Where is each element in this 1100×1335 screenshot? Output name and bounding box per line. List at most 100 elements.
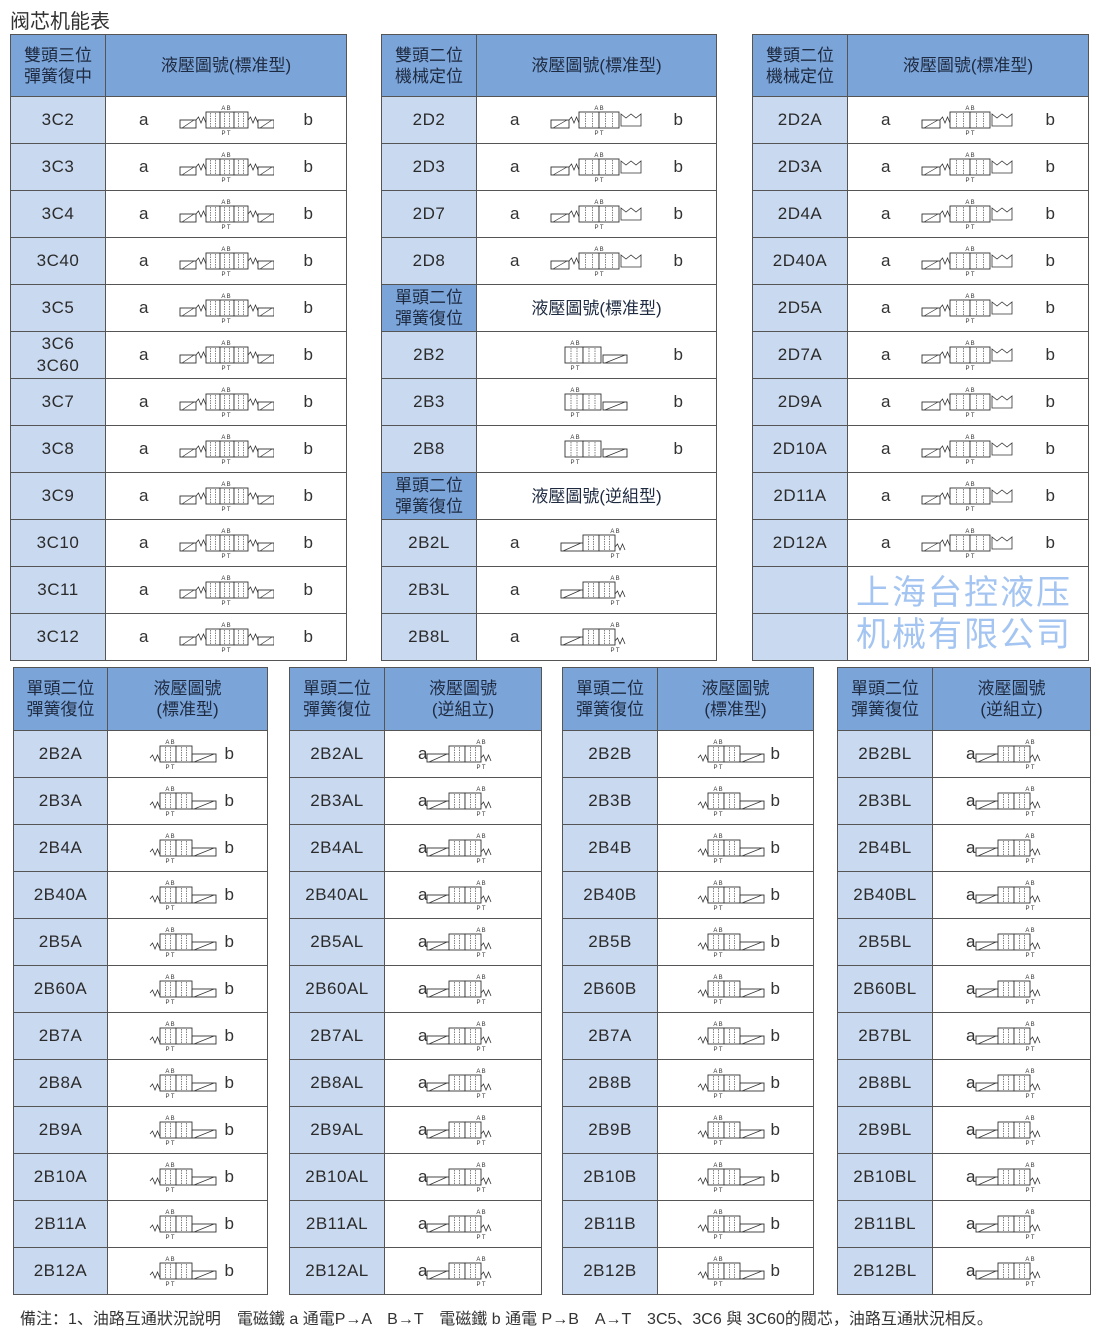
hydraulic-symbol: A B P T xyxy=(697,881,764,912)
valve-code: 2B12BL xyxy=(837,1247,933,1295)
table-row: 2B11A A B P T b xyxy=(13,1200,268,1248)
svg-text:P T: P T xyxy=(713,859,722,865)
valve-code: 2B9BL xyxy=(837,1106,933,1154)
svg-text:A B: A B xyxy=(221,388,230,394)
valve-code: 3C10 xyxy=(10,519,106,567)
label-b: b xyxy=(224,932,234,951)
svg-text:P T: P T xyxy=(221,366,230,372)
label-b: b xyxy=(770,1214,780,1233)
svg-text:P T: P T xyxy=(221,131,230,137)
hydraulic-symbol: A B P T xyxy=(975,881,1040,912)
valve-code: 2B10B xyxy=(562,1153,658,1201)
label-a: a xyxy=(418,1026,428,1045)
label-a: a xyxy=(139,580,149,599)
symbol-cell: a A B P T b xyxy=(847,284,1089,332)
svg-text:P T: P T xyxy=(570,460,579,466)
valve-code: 2B3L xyxy=(381,566,477,614)
valve-code: 3C2 xyxy=(10,96,106,144)
hydraulic-symbol: A B P T xyxy=(149,740,216,771)
symbol-cell: a A B P T xyxy=(932,777,1091,825)
label-a: a xyxy=(418,979,428,998)
hydraulic-symbol: A B P T xyxy=(149,1257,216,1288)
valve-code: 2B3 xyxy=(381,378,477,426)
label-b: b xyxy=(303,392,313,411)
valve-code: 2B11B xyxy=(562,1200,658,1248)
table-row: 2B3BL a A B P T xyxy=(837,777,1091,825)
svg-text:P T: P T xyxy=(221,319,230,325)
svg-text:A B: A B xyxy=(965,294,974,300)
label-a: a xyxy=(966,1261,976,1280)
label-a: a xyxy=(418,744,428,763)
table-row: 3C2 a A B P T b xyxy=(10,96,347,144)
svg-text:A B: A B xyxy=(221,294,230,300)
svg-text:A B: A B xyxy=(476,740,485,746)
svg-text:A B: A B xyxy=(570,341,579,347)
valve-code: 2B3BL xyxy=(837,777,933,825)
subheader-type: 單頭二位 彈簧復位 xyxy=(381,284,477,332)
hydraulic-symbol: A B P T xyxy=(149,975,216,1006)
symbol-cell: A B P T b xyxy=(107,965,268,1013)
svg-text:A B: A B xyxy=(1025,1257,1034,1263)
hydraulic-symbol: A B P T xyxy=(149,787,216,818)
symbol-cell: a A B P T b xyxy=(476,143,717,191)
svg-text:P T: P T xyxy=(165,1235,174,1241)
label-a: a xyxy=(881,439,891,458)
table-row: 2B40BL a A B P T xyxy=(837,871,1091,919)
svg-text:A B: A B xyxy=(610,623,619,629)
svg-text:P T: P T xyxy=(476,953,485,959)
symbol-cell: a A B P T xyxy=(384,777,542,825)
subheader-type: 單頭二位 彈簧復位 xyxy=(381,472,477,520)
header-symbol: 液壓圖號 (標准型) xyxy=(657,667,814,731)
label-b: b xyxy=(770,1073,780,1092)
valve-code: 2D7 xyxy=(381,190,477,238)
hydraulic-symbol: A B P T xyxy=(149,881,216,912)
symbol-cell: A B P T b xyxy=(107,1247,268,1295)
svg-text:A B: A B xyxy=(965,388,974,394)
hydraulic-symbol: A B P T xyxy=(697,1022,764,1053)
label-a: a xyxy=(418,932,428,951)
table-row: 2B8 A B P T b xyxy=(381,425,717,473)
table-row: 2B10A A B P T b xyxy=(13,1153,268,1201)
label-b: b xyxy=(673,439,683,458)
label-a: a xyxy=(881,533,891,552)
symbol-cell: a A B P T b xyxy=(105,425,347,473)
hydraulic-symbol: A B P T xyxy=(975,975,1040,1006)
hydraulic-symbol: A B P T xyxy=(975,1163,1040,1194)
symbol-cell: a A B P T xyxy=(476,519,717,567)
svg-text:A B: A B xyxy=(965,153,974,159)
svg-text:P T: P T xyxy=(965,413,974,419)
svg-text:P T: P T xyxy=(476,906,485,912)
label-b: b xyxy=(224,1261,234,1280)
svg-text:A B: A B xyxy=(221,106,230,112)
valve-code: 2B7A xyxy=(562,1012,658,1060)
table-row: 2B60BL a A B P T xyxy=(837,965,1091,1013)
svg-text:A B: A B xyxy=(1025,928,1034,934)
label-b: b xyxy=(303,204,313,223)
svg-text:P T: P T xyxy=(594,178,603,184)
svg-text:A B: A B xyxy=(476,787,485,793)
svg-text:P T: P T xyxy=(965,507,974,513)
label-a: a xyxy=(966,1167,976,1186)
hydraulic-symbol: A B P T xyxy=(921,388,1013,419)
svg-text:P T: P T xyxy=(1025,1047,1034,1053)
svg-text:A B: A B xyxy=(1025,1022,1034,1028)
svg-text:A B: A B xyxy=(165,975,174,981)
table-row: 2B3 A B P T b xyxy=(381,378,717,426)
valve-code: 3C6 3C60 xyxy=(10,331,106,379)
svg-text:A B: A B xyxy=(610,529,619,535)
table-row: 2B5B A B P T b xyxy=(562,918,814,966)
svg-text:A B: A B xyxy=(476,1069,485,1075)
table-row: 2B5AL a A B P T xyxy=(289,918,542,966)
hydraulic-symbol: A B P T xyxy=(975,787,1040,818)
label-b: b xyxy=(1045,110,1055,129)
valve-code: 2B11AL xyxy=(289,1200,385,1248)
hydraulic-symbol: A B P T xyxy=(550,106,641,137)
svg-text:A B: A B xyxy=(221,153,230,159)
svg-text:P T: P T xyxy=(713,1235,722,1241)
valve-code: 2B12A xyxy=(13,1247,108,1295)
hydraulic-symbol: A B P T xyxy=(179,482,274,513)
svg-text:P T: P T xyxy=(165,859,174,865)
symbol-cell: a A B P T xyxy=(932,1153,1091,1201)
table-row: 2D40A a A B P T b xyxy=(752,237,1089,285)
table-row: 2B2B A B P T b xyxy=(562,730,814,778)
